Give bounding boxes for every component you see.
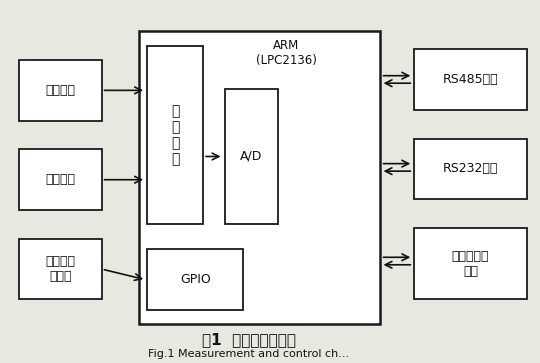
Text: 电压接口: 电压接口 bbox=[45, 173, 75, 186]
Text: ARM
(LPC2136): ARM (LPC2136) bbox=[255, 39, 316, 67]
Text: 图1  测控模块功能图: 图1 测控模块功能图 bbox=[201, 333, 295, 347]
FancyBboxPatch shape bbox=[139, 31, 380, 325]
FancyBboxPatch shape bbox=[225, 89, 278, 224]
Text: GPIO: GPIO bbox=[180, 273, 211, 286]
Text: RS232接口: RS232接口 bbox=[443, 163, 498, 175]
Text: 电流接口: 电流接口 bbox=[45, 84, 75, 97]
Text: A/D: A/D bbox=[240, 150, 262, 163]
FancyBboxPatch shape bbox=[19, 60, 102, 121]
Text: RS485接口: RS485接口 bbox=[443, 73, 498, 86]
FancyBboxPatch shape bbox=[414, 139, 526, 199]
FancyBboxPatch shape bbox=[147, 249, 244, 310]
FancyBboxPatch shape bbox=[147, 46, 203, 224]
Text: 开关量输
入接口: 开关量输 入接口 bbox=[45, 255, 75, 283]
FancyBboxPatch shape bbox=[414, 228, 526, 299]
FancyBboxPatch shape bbox=[19, 149, 102, 210]
FancyBboxPatch shape bbox=[414, 49, 526, 110]
Text: 多
路
开
关: 多 路 开 关 bbox=[171, 104, 179, 166]
Text: 开关量输出
接口: 开关量输出 接口 bbox=[451, 250, 489, 278]
FancyBboxPatch shape bbox=[19, 239, 102, 299]
Text: Fig.1 Measurement and control ch...: Fig.1 Measurement and control ch... bbox=[148, 349, 349, 359]
